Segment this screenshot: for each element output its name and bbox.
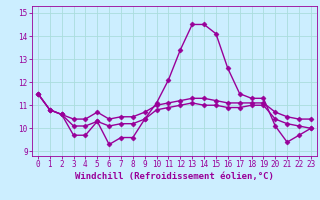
X-axis label: Windchill (Refroidissement éolien,°C): Windchill (Refroidissement éolien,°C)	[75, 172, 274, 181]
